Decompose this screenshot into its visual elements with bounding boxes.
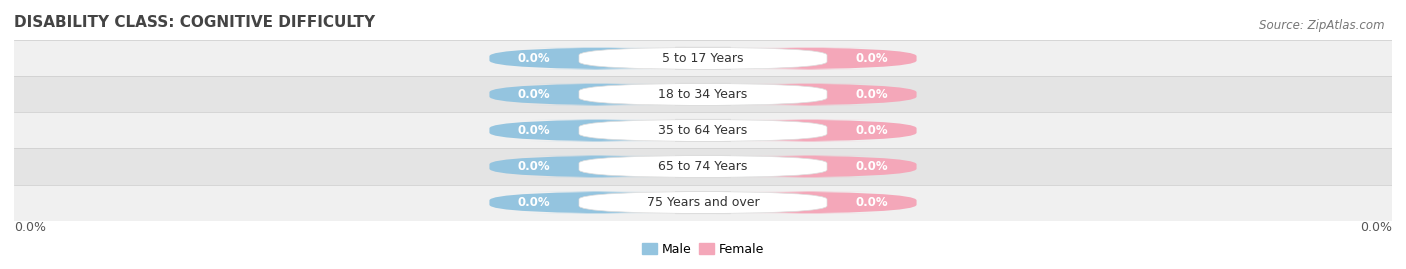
Text: 0.0%: 0.0% — [517, 160, 551, 173]
Text: 0.0%: 0.0% — [517, 52, 551, 65]
Text: 0.0%: 0.0% — [855, 160, 889, 173]
FancyBboxPatch shape — [489, 119, 703, 142]
FancyBboxPatch shape — [703, 47, 917, 70]
Bar — [14, 76, 1392, 112]
Text: 0.0%: 0.0% — [1360, 221, 1392, 233]
FancyBboxPatch shape — [489, 155, 703, 178]
Text: 35 to 64 Years: 35 to 64 Years — [658, 124, 748, 137]
FancyBboxPatch shape — [579, 191, 827, 214]
FancyBboxPatch shape — [703, 119, 917, 142]
Text: DISABILITY CLASS: COGNITIVE DIFFICULTY: DISABILITY CLASS: COGNITIVE DIFFICULTY — [14, 15, 375, 30]
FancyBboxPatch shape — [489, 83, 703, 106]
Text: 5 to 17 Years: 5 to 17 Years — [662, 52, 744, 65]
Text: 0.0%: 0.0% — [855, 88, 889, 101]
FancyBboxPatch shape — [579, 119, 827, 142]
Text: 0.0%: 0.0% — [855, 124, 889, 137]
Text: 0.0%: 0.0% — [14, 221, 46, 233]
Bar — [14, 185, 1392, 221]
Text: 0.0%: 0.0% — [517, 88, 551, 101]
Bar — [14, 112, 1392, 148]
Bar — [14, 40, 1392, 76]
Text: Source: ZipAtlas.com: Source: ZipAtlas.com — [1260, 19, 1385, 32]
Text: 0.0%: 0.0% — [517, 196, 551, 209]
Text: 0.0%: 0.0% — [855, 52, 889, 65]
FancyBboxPatch shape — [489, 47, 703, 70]
Text: 65 to 74 Years: 65 to 74 Years — [658, 160, 748, 173]
FancyBboxPatch shape — [579, 47, 827, 70]
Text: 0.0%: 0.0% — [517, 124, 551, 137]
FancyBboxPatch shape — [579, 83, 827, 106]
FancyBboxPatch shape — [489, 191, 703, 214]
FancyBboxPatch shape — [703, 155, 917, 178]
Text: 75 Years and over: 75 Years and over — [647, 196, 759, 209]
FancyBboxPatch shape — [703, 191, 917, 214]
Legend: Male, Female: Male, Female — [637, 238, 769, 261]
Bar — [14, 148, 1392, 185]
Text: 0.0%: 0.0% — [855, 196, 889, 209]
Text: 18 to 34 Years: 18 to 34 Years — [658, 88, 748, 101]
FancyBboxPatch shape — [703, 83, 917, 106]
FancyBboxPatch shape — [579, 155, 827, 178]
